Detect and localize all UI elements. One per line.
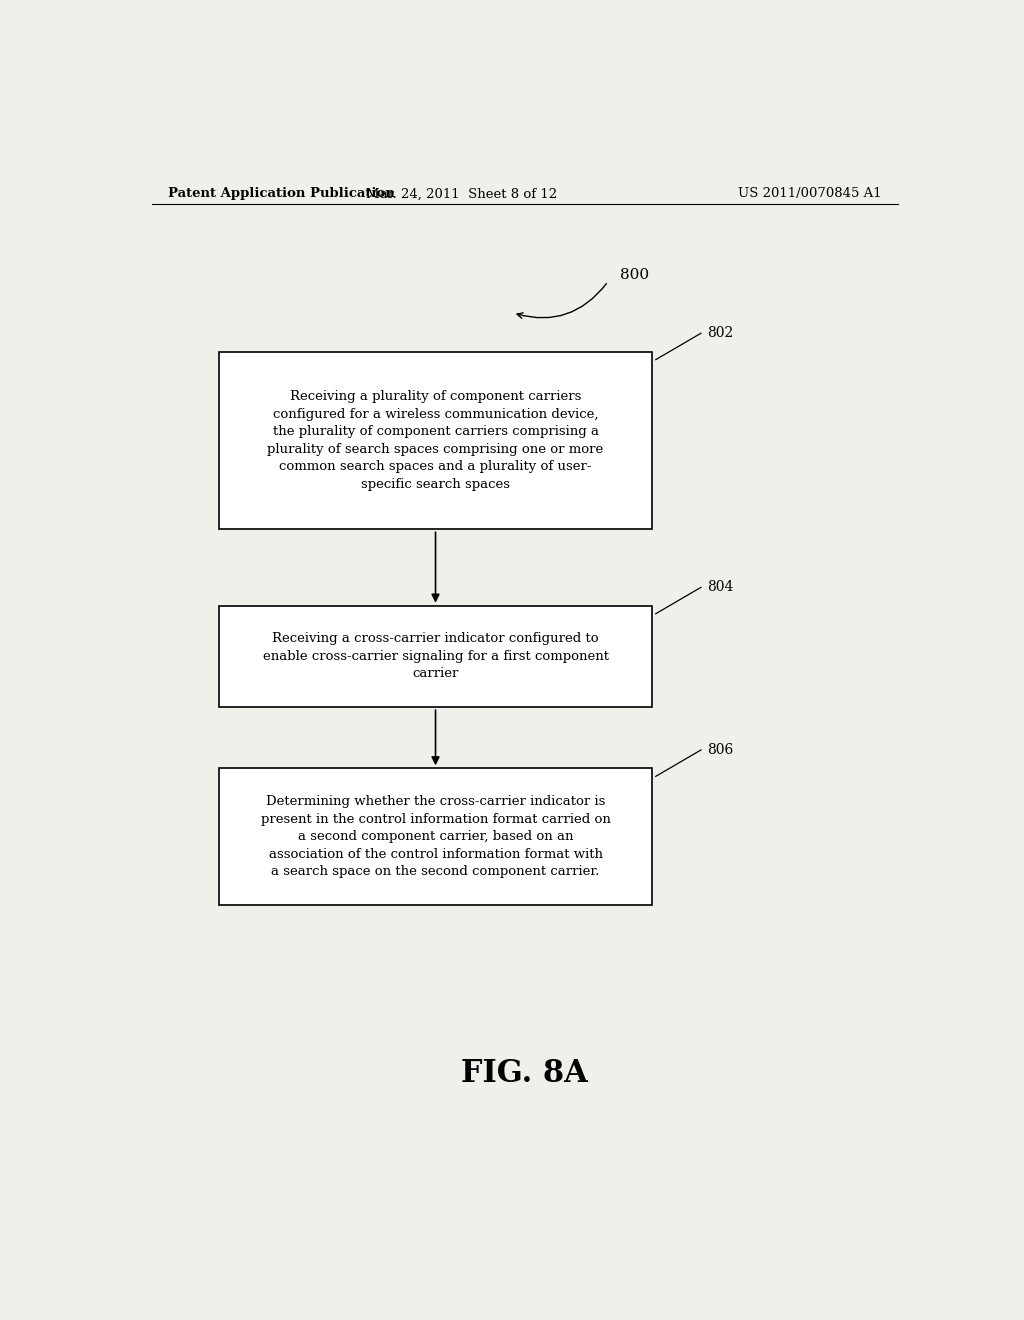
Text: Receiving a plurality of component carriers
configured for a wireless communicat: Receiving a plurality of component carri… bbox=[267, 391, 603, 491]
Text: Patent Application Publication: Patent Application Publication bbox=[168, 187, 394, 201]
Text: Mar. 24, 2011  Sheet 8 of 12: Mar. 24, 2011 Sheet 8 of 12 bbox=[366, 187, 557, 201]
Text: US 2011/0070845 A1: US 2011/0070845 A1 bbox=[738, 187, 882, 201]
Text: 804: 804 bbox=[708, 581, 734, 594]
Text: FIG. 8A: FIG. 8A bbox=[462, 1057, 588, 1089]
Text: 800: 800 bbox=[620, 268, 649, 282]
FancyBboxPatch shape bbox=[219, 768, 652, 906]
FancyBboxPatch shape bbox=[219, 351, 652, 529]
Text: Determining whether the cross-carrier indicator is
present in the control inform: Determining whether the cross-carrier in… bbox=[260, 796, 610, 878]
Text: Receiving a cross-carrier indicator configured to
enable cross-carrier signaling: Receiving a cross-carrier indicator conf… bbox=[262, 632, 608, 680]
FancyArrowPatch shape bbox=[517, 284, 606, 318]
FancyBboxPatch shape bbox=[219, 606, 652, 708]
Text: 806: 806 bbox=[708, 743, 733, 756]
Text: 802: 802 bbox=[708, 326, 733, 341]
